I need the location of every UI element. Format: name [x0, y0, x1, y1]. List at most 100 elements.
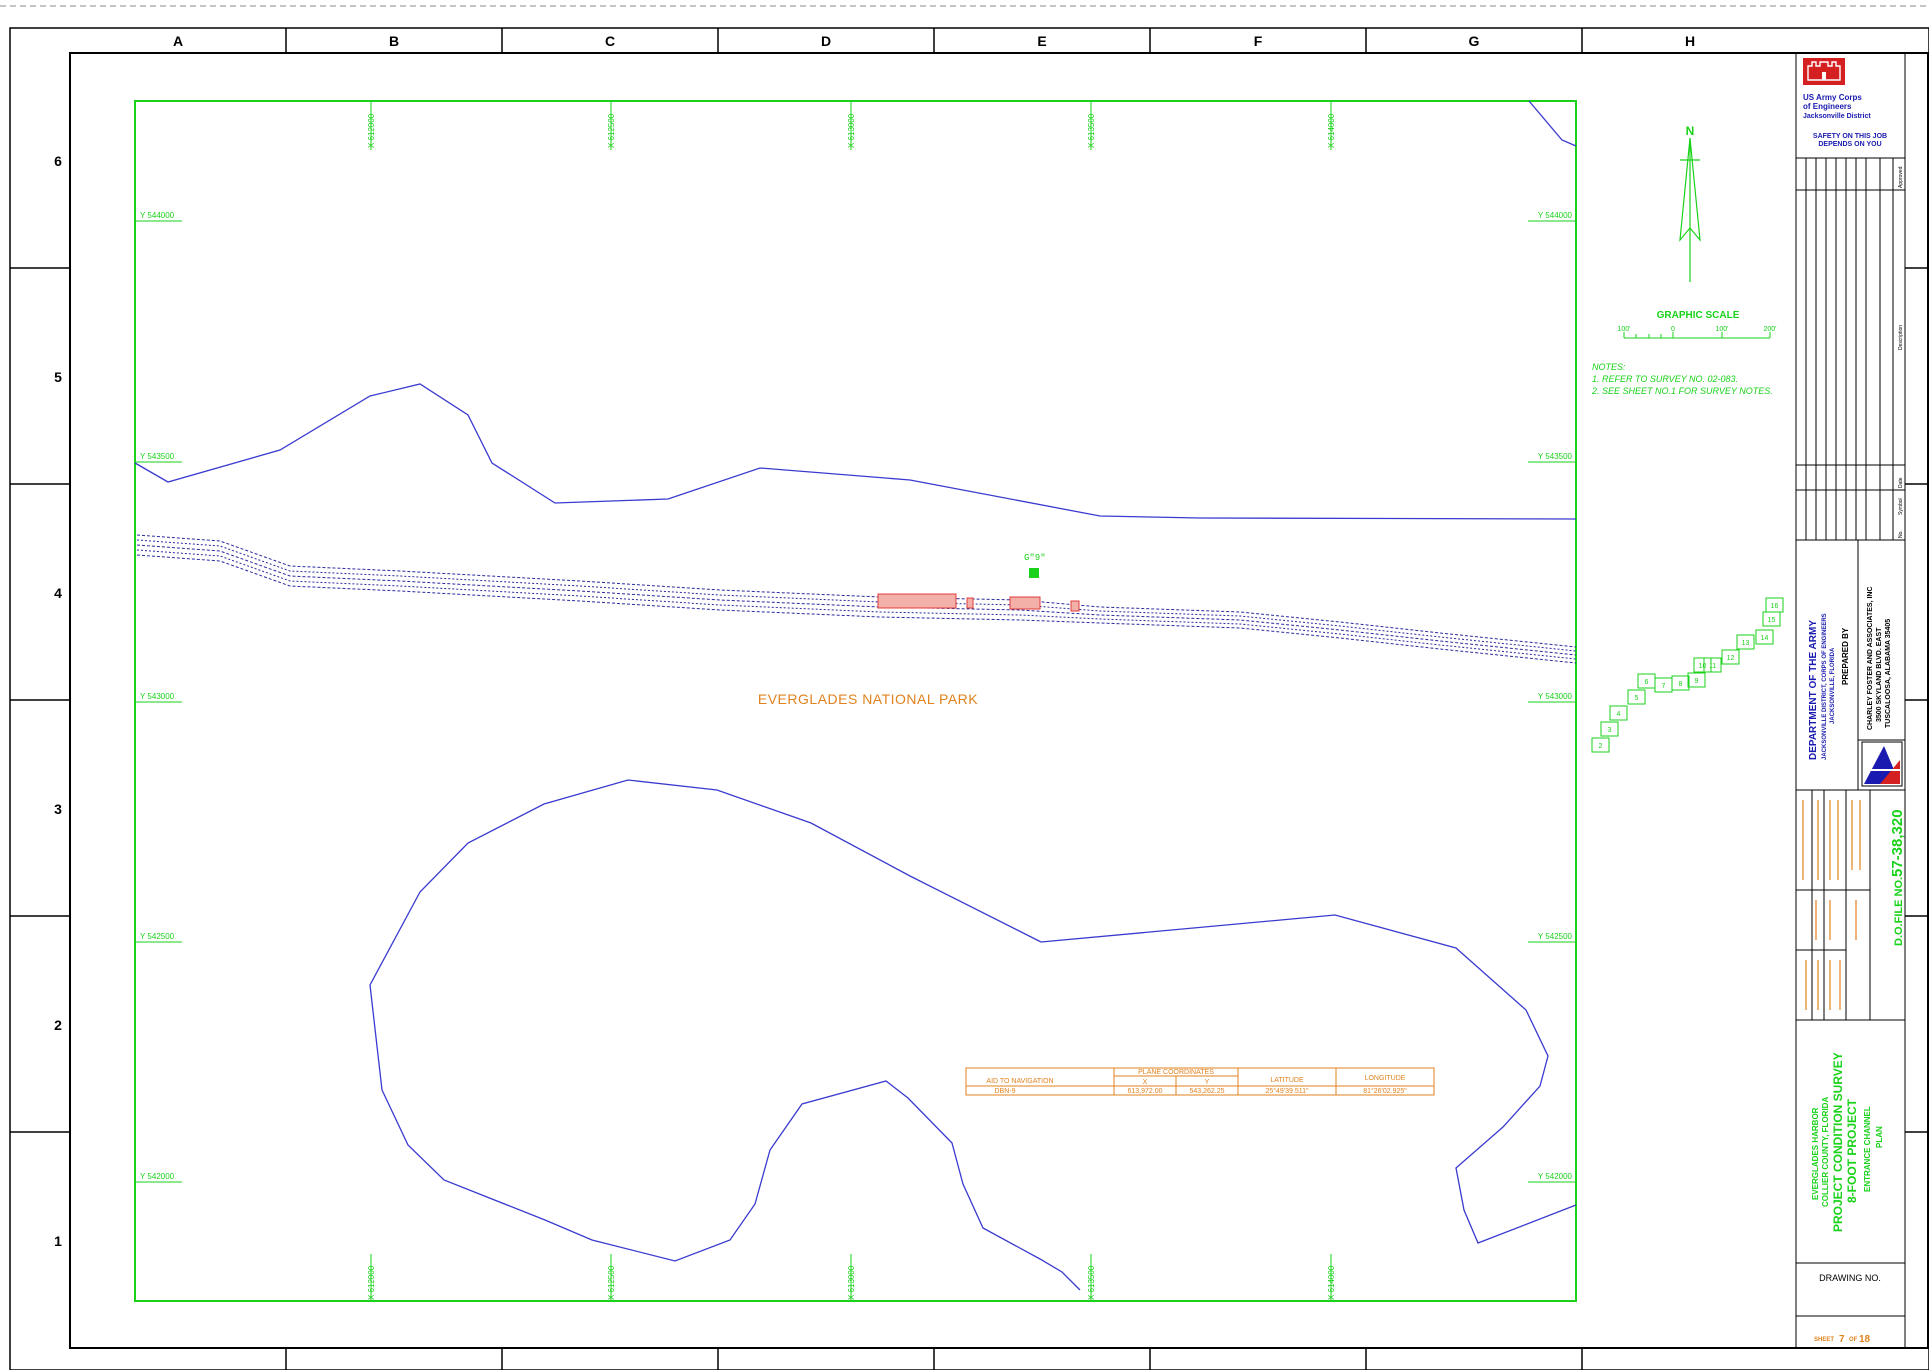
- firm-logo: [1861, 741, 1903, 787]
- survey-channel: [136, 534, 1577, 664]
- column-label-d: D: [821, 33, 831, 49]
- coord-right-542500: Y 542500: [1538, 932, 1573, 941]
- shoal-areas: [877, 593, 1080, 612]
- key-map-cell-2[interactable]: [1591, 737, 1610, 753]
- safety-line-2: DEPENDS ON YOU: [1818, 141, 1881, 148]
- agency-line-2: of Engineers: [1803, 102, 1852, 111]
- coord-left-544000: Y 544000: [140, 211, 175, 220]
- project-line-1: EVERGLADES HARBOR: [1811, 1107, 1820, 1200]
- safety-line-1: SAFETY ON THIS JOB: [1813, 133, 1887, 140]
- park-label: EVERGLADES NATIONAL PARK: [758, 691, 978, 707]
- sheet-number: 7: [1839, 1334, 1845, 1345]
- graphic-scale-title: GRAPHIC SCALE: [1657, 310, 1740, 321]
- of-label: OF: [1849, 1337, 1858, 1343]
- graphic-scale-tick-4: 200': [1763, 326, 1776, 333]
- key-map-cell-3[interactable]: [1600, 721, 1619, 737]
- south-shoreline: [369, 779, 1577, 1291]
- dept-line-3: JACKSONVILLE, FLORIDA: [1830, 647, 1836, 724]
- project-line-4: 8-FOOT PROJECT: [1845, 1098, 1859, 1203]
- coord-bottom-613500: X 613500: [1087, 1265, 1096, 1300]
- key-map-cell-14[interactable]: [1755, 629, 1774, 645]
- nav-table-cell-aid: DBN-9: [994, 1088, 1015, 1095]
- coord-bottom-614000: X 614000: [1327, 1265, 1336, 1300]
- project-line-6: PLAN: [1875, 1126, 1884, 1148]
- row-label-5: 5: [54, 369, 62, 385]
- nav-table-cell-lat: 25°49'39.511": [1265, 1087, 1309, 1095]
- column-label-h: H: [1685, 33, 1695, 49]
- coord-right-543500: Y 543500: [1538, 452, 1573, 461]
- coord-left-543000: Y 543000: [140, 692, 175, 701]
- row-label-6: 6: [54, 153, 62, 169]
- row-label-2: 2: [54, 1017, 62, 1033]
- rev-header-date: Date: [1898, 477, 1904, 488]
- firm-line-1: CHARLEY FOSTER AND ASSOCIATES, INC: [1867, 586, 1874, 730]
- key-map-cell-16[interactable]: [1765, 597, 1784, 613]
- navigation-table: [965, 1067, 1435, 1096]
- sheet-total: 18: [1859, 1334, 1871, 1345]
- key-map-cell-4[interactable]: [1609, 705, 1628, 721]
- file-number: 57-38,320: [1889, 809, 1906, 877]
- project-line-5: ENTRANCE CHANNEL: [1863, 1106, 1872, 1192]
- notes-item-2: 2. SEE SHEET NO.1 FOR SURVEY NOTES.: [1591, 386, 1773, 396]
- graphic-scale-bar: [1623, 332, 1771, 339]
- project-line-2: COLLIER COUNTY, FLORIDA: [1821, 1097, 1830, 1207]
- key-map-cell-label: 16: [1771, 603, 1779, 610]
- key-map-cell-label: 8: [1679, 681, 1683, 688]
- dept-line-1: DEPARTMENT OF THE ARMY: [1808, 620, 1819, 760]
- key-map-cell-label: 7: [1662, 683, 1666, 690]
- rev-header-symbol: Symbol: [1898, 498, 1904, 515]
- row-ticks: [10, 267, 1929, 1133]
- north-arrow-label: N: [1686, 124, 1695, 138]
- nav-table-header-lat: LATITUDE: [1270, 1077, 1304, 1084]
- file-number-label: D.O.FILE NO.: [1893, 877, 1905, 946]
- nav-table-header-aid: AID TO NAVIGATION: [986, 1078, 1053, 1085]
- coord-bottom-612500: X 612500: [607, 1265, 616, 1300]
- graphic-scale-tick-1: 100': [1617, 326, 1630, 333]
- graphic-scale-tick-2: 0: [1671, 326, 1675, 333]
- key-map-cell-label: 9: [1695, 678, 1699, 685]
- key-map-cell-label: 10: [1699, 663, 1707, 670]
- key-map-cell-8[interactable]: [1671, 675, 1690, 691]
- dept-line-2: JACKSONVILLE DISTRICT, CORPS OF ENGINEER…: [1822, 613, 1828, 760]
- aid-to-navigation-marker[interactable]: [1029, 568, 1039, 578]
- key-map-cell-label: 15: [1768, 617, 1776, 624]
- inner-frame: [69, 52, 1929, 1349]
- column-label-e: E: [1037, 33, 1046, 49]
- column-label-c: C: [605, 33, 615, 49]
- rev-header-no: No.: [1898, 530, 1904, 538]
- column-ticks: [285, 28, 1583, 1370]
- key-map-cell-label: 6: [1645, 679, 1649, 686]
- notes-heading: NOTES:: [1592, 362, 1626, 372]
- key-map-cell-11[interactable]: [1703, 657, 1722, 673]
- key-map-cell-13[interactable]: [1736, 634, 1755, 650]
- key-map-cell-label: 12: [1727, 655, 1735, 662]
- outer-frame: [9, 27, 1929, 1370]
- key-map-cell-12[interactable]: [1721, 649, 1740, 665]
- title-block-info-entries: [1802, 800, 1861, 1010]
- aid-to-navigation-label: G"9": [1024, 553, 1046, 563]
- row-label-3: 3: [54, 801, 62, 817]
- prepared-by: PREPARED BY: [1841, 627, 1850, 685]
- row-label-4: 4: [54, 585, 62, 601]
- coord-left-542500: Y 542500: [140, 932, 175, 941]
- nav-table-cell-lon: 81°26'02.925": [1363, 1087, 1407, 1095]
- key-map-cell-5[interactable]: [1627, 689, 1646, 705]
- project-line-3: PROJECT CONDITION SURVEY: [1831, 1052, 1845, 1232]
- nav-table-cell-x: 613,972.00: [1127, 1088, 1162, 1095]
- coord-bottom-613000: X 613000: [847, 1265, 856, 1300]
- key-map-cell-9[interactable]: [1687, 672, 1706, 688]
- coord-bottom-612000: X 612000: [367, 1265, 376, 1300]
- usace-castle-logo: [1803, 58, 1845, 85]
- agency-line-3: Jacksonville District: [1803, 113, 1871, 120]
- drawing-number-label: DRAWING NO.: [1819, 1273, 1881, 1283]
- coord-left-543500: Y 543500: [140, 452, 175, 461]
- notes-item-1: 1. REFER TO SURVEY NO. 02-083.: [1592, 374, 1738, 384]
- coord-right-542000: Y 542000: [1538, 1172, 1573, 1181]
- key-map: 2 3 4 5 6 7 8 9 10 11 12 13 14 15 16: [1591, 597, 1784, 753]
- key-map-cell-10[interactable]: [1693, 657, 1712, 673]
- graphic-scale-tick-3: 100': [1715, 326, 1728, 333]
- agency-line-1: US Army Corps: [1803, 93, 1862, 102]
- north-shoreline: [134, 383, 1577, 520]
- firm-line-3: TUSCALOOSA, ALABAMA 35405: [1885, 619, 1892, 728]
